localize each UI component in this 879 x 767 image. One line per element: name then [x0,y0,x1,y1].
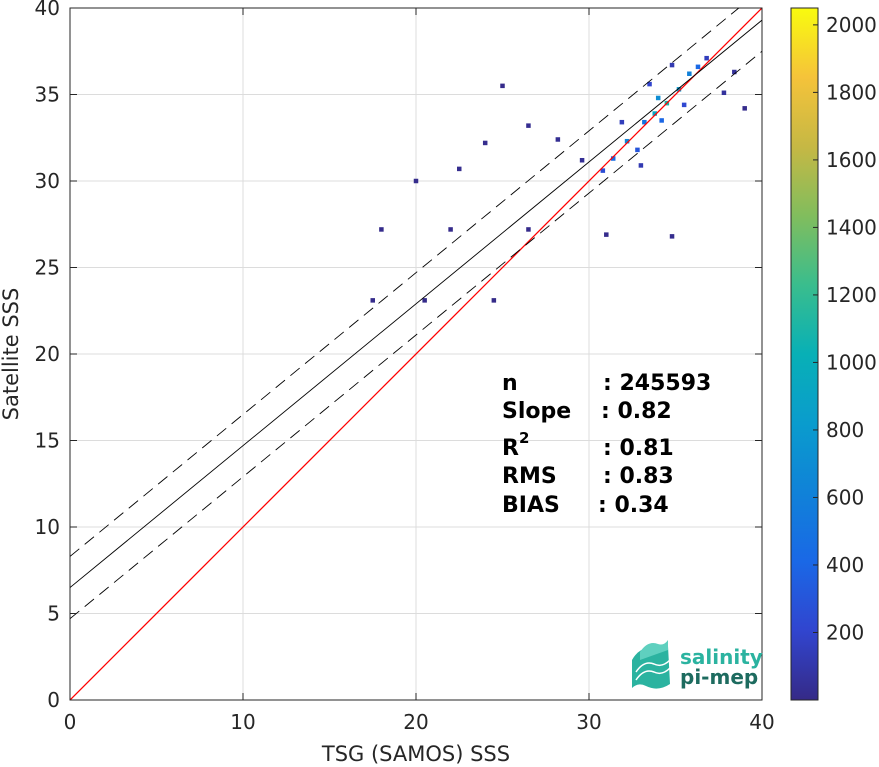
colorbar-tick-label: 600 [826,485,864,509]
y-tick-label: 30 [35,169,60,193]
x-tick-label: 0 [64,710,77,734]
fit-lines [70,8,762,700]
colorbar-ticks: 200 400 600 800 1000 1200 1400 1600 1800 2000 [813,13,877,644]
stats-rms-value: : 0.83 [603,464,674,489]
one-to-one-line [70,8,762,700]
density-cell [721,90,727,96]
stats-bias-label: BIAS [502,493,560,518]
colorbar-tick-label: 400 [826,553,864,577]
colorbar-tick-label: 1800 [826,80,877,104]
density-cell [659,118,664,123]
density-cell [655,95,661,101]
density-cells [370,55,747,303]
y-tick-label: 15 [35,429,60,453]
density-cell [638,163,644,168]
density-cell [600,168,606,173]
lower-envelope-line [70,50,762,620]
y-tick-label: 40 [35,0,60,20]
y-axis-ticks: 0 5 10 15 20 25 30 35 40 [35,0,762,712]
density-cell [370,298,375,303]
density-cell [482,140,488,146]
stats-r2-sup: 2 [519,429,529,447]
density-cell [422,298,427,303]
regression-line [70,19,762,588]
stats-slope-label: Slope [502,399,571,424]
density-cell [687,71,692,76]
logo-waves-icon [632,640,671,689]
colorbar-tick-label: 200 [826,620,864,644]
density-cell [669,62,675,68]
colorbar-tick-label: 1200 [826,283,877,307]
density-cell [555,137,561,142]
stats-bias-value: : 0.34 [598,493,669,518]
colorbar-tick-label: 800 [826,418,864,442]
x-tick-label: 30 [576,710,601,734]
density-cell [619,119,625,125]
density-cell [742,106,747,111]
density-cell [379,227,384,232]
stats-r2-base: R [502,436,519,461]
density-cell [704,55,709,61]
density-cell [610,156,616,161]
x-axis-ticks: 0 10 20 30 40 [64,8,775,734]
density-cell [500,83,505,89]
colorbar-tick-label: 1400 [826,215,877,239]
density-cell [669,234,675,239]
y-tick-label: 5 [47,602,60,626]
density-cell [624,138,630,144]
y-tick-label: 20 [35,342,60,366]
colorbar-tick-label: 1000 [826,350,877,374]
x-tick-label: 40 [749,710,774,734]
x-tick-label: 10 [230,710,255,734]
stats-r2-value: : 0.81 [603,436,674,461]
x-axis-title: TSG (SAMOS) SSS [321,742,510,766]
stats-n-value: : 245593 [603,371,711,396]
density-cell [604,232,609,237]
stats-r2-label: R2 [502,429,529,461]
density-cell [526,123,531,128]
density-cell [526,227,531,232]
density-cell [413,178,419,184]
colorbar-gradient [790,7,819,701]
density-cell [676,87,682,92]
density-cell [647,81,652,87]
density-cell [579,157,585,163]
x-tick-label: 20 [403,710,428,734]
colorbar-tick-label: 2000 [826,13,877,37]
density-cell [457,166,462,172]
logo-line1: salinity [680,645,763,669]
colorbar: 200 400 600 800 1000 1200 1400 1600 1800 2000 [790,7,877,701]
y-tick-label: 25 [35,256,60,280]
stats-slope-value: : 0.82 [601,399,672,424]
density-cell [695,64,701,70]
logo-line2: pi-mep [680,665,758,689]
density-cell [635,147,640,153]
y-tick-label: 0 [47,688,60,712]
density-cell [652,111,657,116]
y-axis-title: Satellite SSS [0,288,23,421]
density-cell [732,69,737,75]
stats-n-label: n [502,371,518,396]
y-tick-label: 10 [35,515,60,539]
density-cell [642,119,647,125]
stats-rms-label: RMS [502,464,557,489]
density-cell [491,298,497,303]
colorbar-tick-label: 1600 [826,148,877,172]
stats-block: n : 245593 Slope : 0.82 R2 : 0.81 RMS : … [502,371,711,518]
y-tick-label: 35 [35,83,60,107]
upper-envelope-line [70,8,740,557]
density-cell [448,227,453,232]
density-cell [681,102,687,108]
salinity-pi-mep-logo: salinity pi-mep [632,640,763,689]
